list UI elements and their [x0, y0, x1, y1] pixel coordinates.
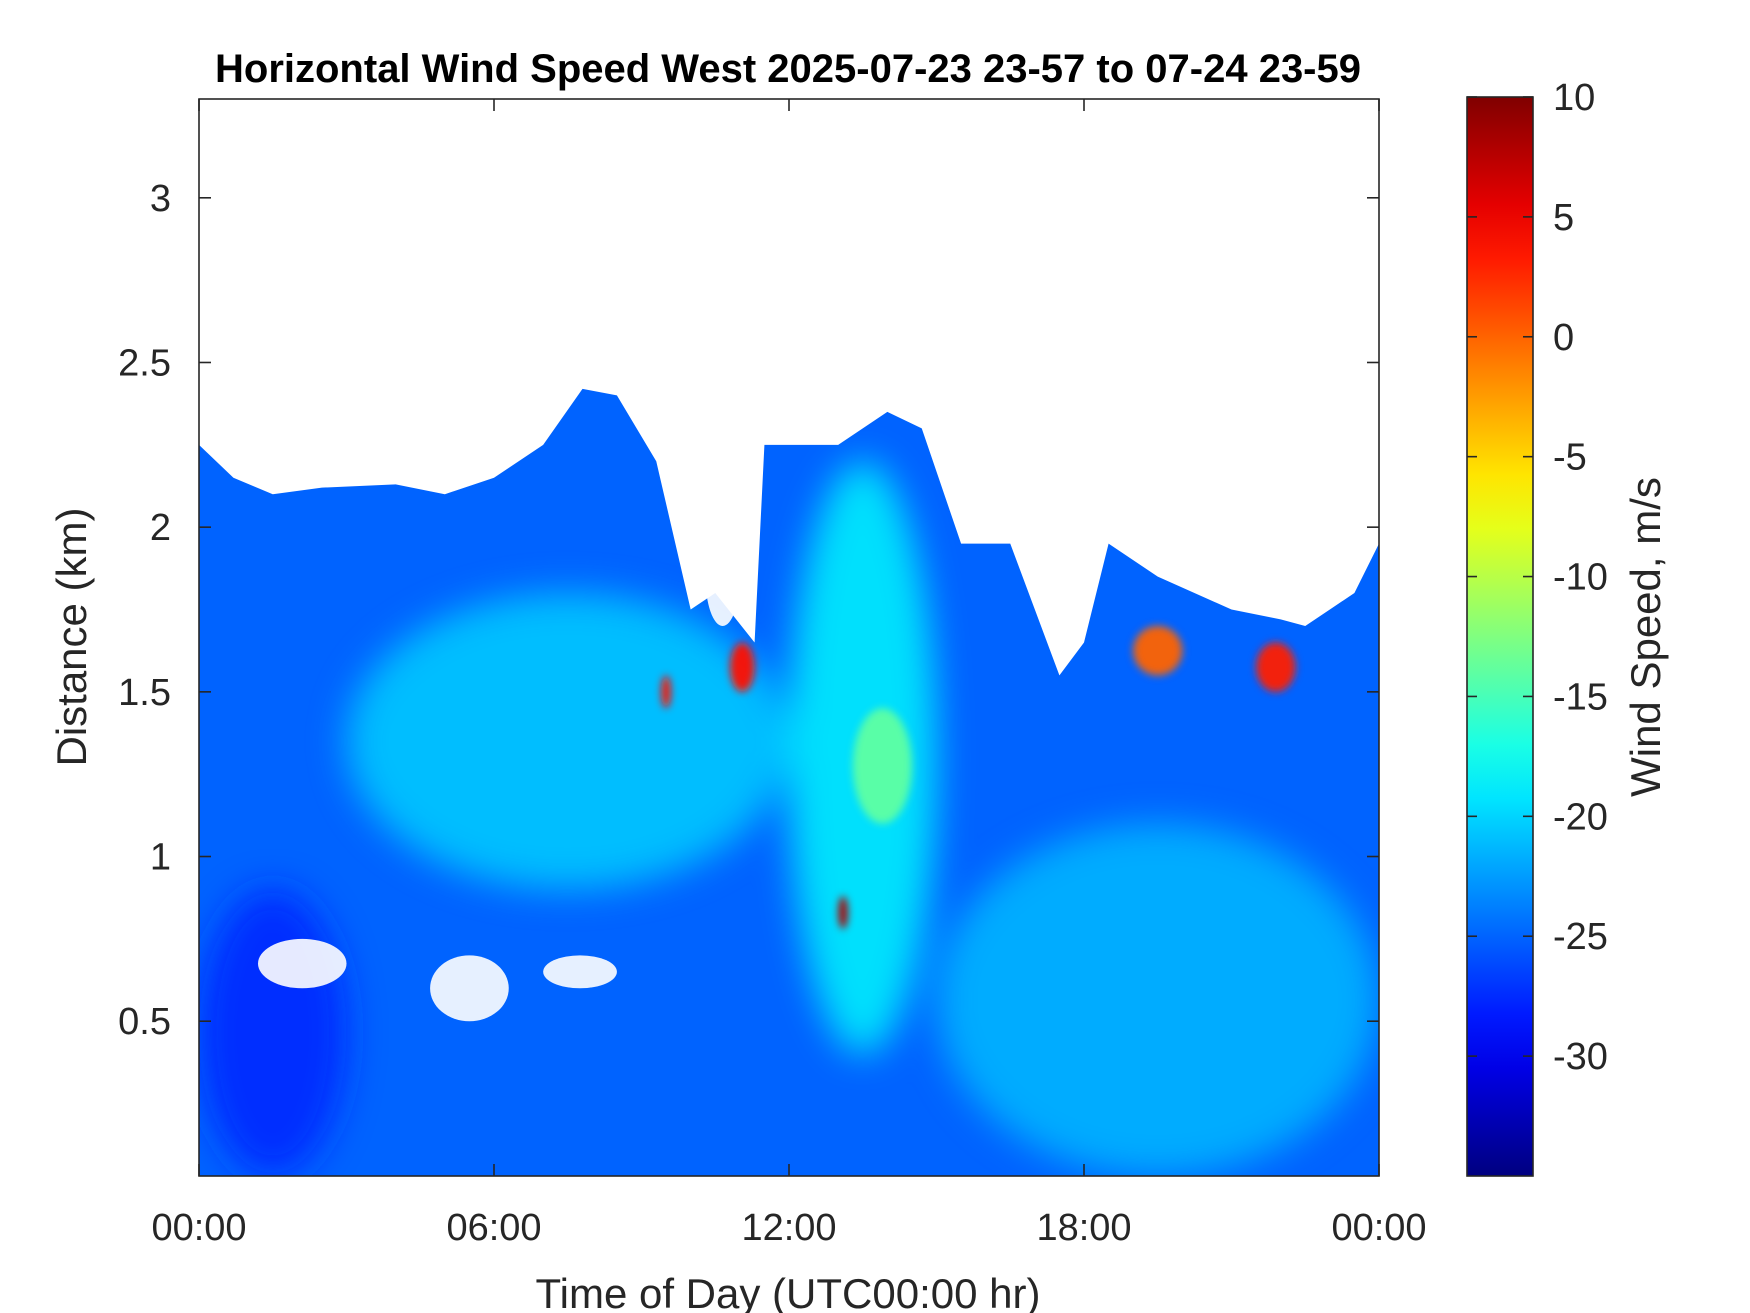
y-tick-label: 2	[150, 507, 171, 549]
data-gap	[430, 955, 509, 1022]
heatmap-feature	[852, 708, 912, 824]
chart-title: Horizontal Wind Speed West 2025-07-23 23…	[215, 47, 1361, 91]
heatmap-feature	[346, 593, 789, 890]
heatmap-feature	[838, 896, 848, 929]
y-axis-label: Distance (km)	[48, 507, 95, 766]
heatmap-feature	[730, 642, 755, 692]
data-gaps	[199, 99, 1379, 1022]
colorbar-tick-label: 5	[1553, 197, 1574, 239]
x-tick-label: 00:00	[151, 1207, 246, 1249]
heatmap-feature	[936, 823, 1379, 1176]
heatmap-feature	[1256, 642, 1296, 692]
y-tick-label: 3	[150, 178, 171, 220]
no-data-region	[199, 99, 1379, 676]
colorbar-ticks: 10 5 0 -5 -10 -15 -20 -25 -30	[1467, 77, 1608, 1078]
colorbar-tick-label: -10	[1553, 557, 1608, 599]
x-tick-label: 06:00	[446, 1207, 541, 1249]
y-tick-label: 1	[150, 837, 171, 879]
x-tick-label: 00:00	[1331, 1207, 1426, 1249]
colorbar-tick-label: 0	[1553, 317, 1574, 359]
colorbar-tick-label: 10	[1553, 77, 1595, 119]
y-tick-label: 0.5	[118, 1001, 171, 1043]
colorbar-tick-label: -20	[1553, 796, 1608, 838]
x-tick-label: 18:00	[1036, 1207, 1131, 1249]
colorbar-tick-label: -5	[1553, 437, 1587, 479]
data-gap	[543, 955, 617, 989]
y-tick-label: 2.5	[118, 342, 171, 384]
colorbar-tick-label: -30	[1553, 1036, 1608, 1078]
colorbar-label: Wind Speed, m/s	[1622, 477, 1669, 797]
y-tick-label: 1.5	[118, 672, 171, 714]
colorbar	[1466, 96, 1534, 1177]
heatmap-feature	[199, 889, 347, 1176]
x-axis-label: Time of Day (UTC00:00 hr)	[536, 1270, 1041, 1313]
heatmap-feature	[661, 675, 671, 709]
y-axis: 0.5 1 1.5 2 2.5 3	[118, 178, 1379, 1043]
data-gap	[258, 938, 347, 989]
colorbar-tick-label: -25	[1553, 916, 1608, 958]
colorbar-tick-label: -15	[1553, 676, 1608, 718]
heatmap-feature	[1133, 625, 1183, 676]
plot-area	[199, 99, 1379, 1176]
data-gap	[705, 527, 740, 626]
x-axis: 00:00 06:00 12:00 18:00 00:00	[151, 99, 1427, 1249]
x-tick-label: 12:00	[741, 1207, 836, 1249]
